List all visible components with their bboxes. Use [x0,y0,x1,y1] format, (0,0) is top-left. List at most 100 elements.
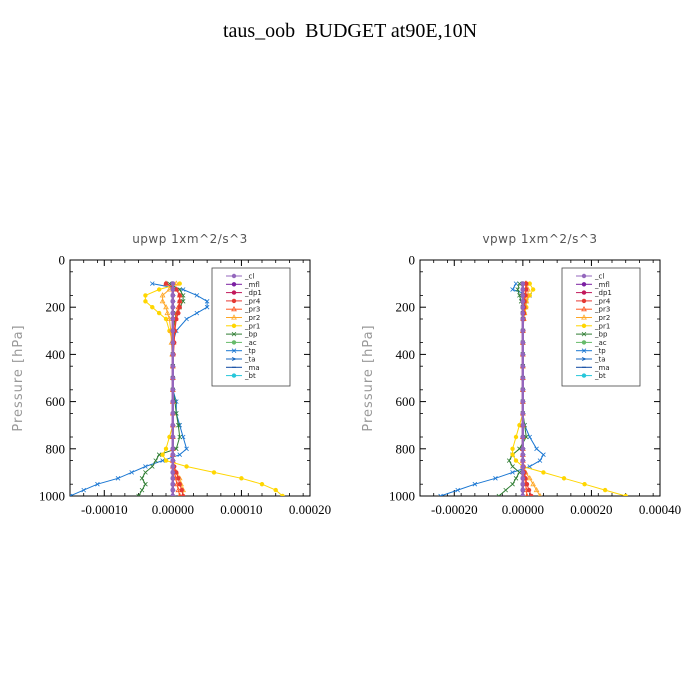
upwp-panel: upwp 1xm^2/s^3 Pressure [hPa] 0 200 400 600 80… [11,232,331,517]
data-point-bp [513,476,519,481]
data-point-cl [520,305,526,310]
legend-marker-pr1 [231,323,237,328]
data-point-cl [520,375,526,381]
legend-marker-tp [231,348,237,353]
data-point-tp [160,458,165,463]
data-point-tp [194,310,200,316]
data-point-cl [170,493,176,496]
data-point-pr4 [177,305,182,310]
data-point-cl [520,281,526,286]
data-point-tp [537,458,543,463]
data-point-pr1 [602,487,608,493]
data-point-cl [170,446,176,451]
data-point-cl [520,287,526,292]
data-point-cl [170,423,176,428]
data-point-cl [520,328,526,333]
data-point-cl [170,399,176,404]
y-tick-label: 0 [409,253,416,268]
data-point-cl [170,470,176,475]
legend-marker-mfl [231,282,237,287]
data-point-bp [150,464,155,469]
x-tick-label: 0.00000 [502,502,544,517]
data-point-pr1 [160,452,165,457]
data-point-pr4 [529,493,534,496]
data-point-tp [177,452,182,457]
x-tick-label: 0.00020 [570,502,612,517]
y-tick-label: 1000 [39,489,65,504]
legend-marker-dp1 [581,290,587,295]
data-point-pr1 [510,446,515,451]
data-point-cl [170,434,176,440]
legend-label-tp: _tp [244,347,256,355]
y-tick-label: 400 [396,347,416,362]
data-point-cl [170,352,176,357]
data-point-pr2 [526,475,533,481]
data-point-pr3 [175,486,182,493]
data-point-pr1 [163,446,169,451]
data-point-cl [520,387,526,392]
data-point-bp [496,493,502,496]
data-point-cl [170,281,176,286]
data-point-pr1 [582,482,587,487]
data-point-cl [170,316,176,322]
data-point-bp [139,476,145,481]
data-point-tp [527,434,532,440]
data-point-pr1 [510,452,515,457]
data-point-tp [204,304,210,310]
data-point-bp [517,470,522,475]
series-line-tp [440,283,545,496]
legend-label-pr4: _pr4 [594,297,611,305]
data-point-tp [129,470,134,475]
x-tick-label: -0.00020 [431,502,478,517]
data-point-cl [170,287,176,292]
data-point-tp [455,487,460,493]
y-tick-label: 200 [46,300,66,315]
data-point-bp [153,458,158,463]
data-point-bp [139,487,145,493]
legend-marker-ac [231,340,237,345]
data-point-cl [170,452,176,457]
legend-label-cl: _cl [594,273,604,281]
y-tick-label: 1000 [389,489,415,504]
data-point-tp [180,287,186,292]
legend-label-bt: _bt [244,372,256,380]
legend-marker-bp [581,331,587,337]
data-point-cl [170,299,176,304]
data-point-pr1 [513,434,519,440]
plot-frame [69,259,311,497]
data-point-pr1 [259,482,265,487]
data-point-cl [520,340,526,345]
data-point-bp [506,458,512,463]
data-point-pr4 [179,487,184,493]
data-point-pr1 [184,464,189,469]
data-point-pr4 [177,293,182,298]
x-tick-label: 0.00040 [639,502,681,517]
legend-label-pr3: _pr3 [594,306,610,314]
legend-marker-pr4 [581,298,587,304]
data-point-bp [510,481,515,487]
data-point-bp [515,287,520,292]
data-point-tp [472,481,478,487]
data-point-bp [177,434,182,440]
legend: _cl_mfl_dp1_pr4_pr3_pr2_pr1_bp_ac_tp_ta_… [561,267,641,387]
data-point-pr2 [538,492,542,496]
data-point-cl [170,464,176,469]
data-point-cl [520,458,526,463]
data-point-tp [493,476,498,481]
data-point-pr3 [525,492,529,496]
y-tick-label: 600 [396,394,416,409]
data-point-tp [70,493,73,496]
data-point-cl [520,470,526,475]
y-tick-label: 800 [46,441,66,456]
legend-marker-pr4 [231,298,237,304]
data-point-tp [204,299,210,304]
data-point-pr1 [163,458,169,463]
legend-marker-pr2 [231,314,237,320]
data-point-cl [520,411,526,416]
data-point-cl [520,423,526,428]
legend-marker-bt [581,373,587,378]
legend-label-pr2: _pr2 [594,314,610,322]
data-point-tp [184,316,189,322]
data-point-cl [520,446,526,451]
legend-box [561,267,641,387]
